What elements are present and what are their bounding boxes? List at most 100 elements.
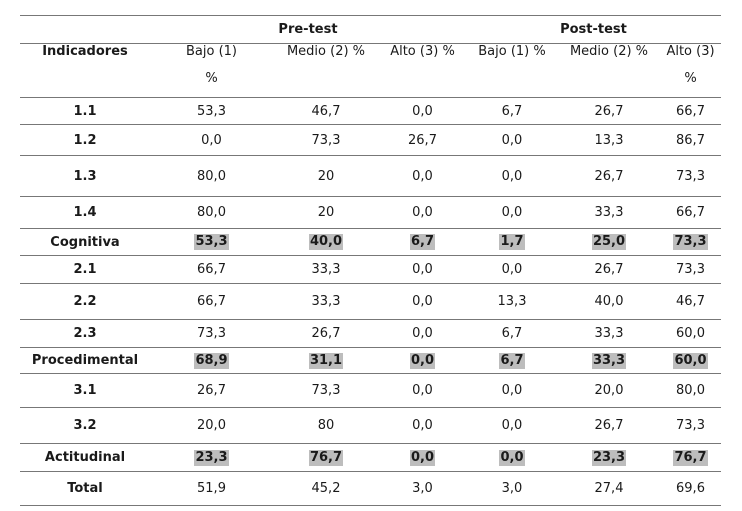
column-header: Bajo (1) % — [478, 44, 546, 59]
value-cell: 76,7 — [660, 444, 721, 471]
value-cell: 68,9 — [150, 348, 273, 373]
value-cell: 40,0 — [273, 229, 379, 255]
value-cell: 0,0 — [379, 98, 466, 124]
value-cell: 66,7 — [660, 197, 721, 228]
value-cell: 76,7 — [273, 444, 379, 471]
value-cell: 53,3 — [150, 229, 273, 255]
value-text: 6,7 — [409, 234, 436, 250]
value-text: 13,3 — [594, 132, 624, 148]
row-label: 1.1 — [73, 103, 97, 119]
value-cell: 33,3 — [558, 197, 660, 228]
value-cell: 33,3 — [558, 348, 660, 373]
value-cell: 23,3 — [150, 444, 273, 471]
value-text: 0,0 — [201, 132, 222, 148]
table-rule — [20, 443, 721, 444]
value-text: 66,7 — [676, 205, 705, 220]
value-cell: 53,3 — [150, 98, 273, 124]
value-text: 60,0 — [673, 352, 708, 369]
value-text: 40,0 — [594, 294, 624, 309]
table-rule — [20, 124, 721, 125]
value-text: 33,3 — [594, 326, 624, 341]
value-cell: 33,3 — [273, 256, 379, 283]
column-header-unit: % — [684, 71, 697, 86]
value-cell: 25,0 — [558, 229, 660, 255]
value-text: 26,7 — [594, 103, 624, 119]
value-cell: 26,7 — [558, 98, 660, 124]
value-text: 31,1 — [308, 352, 344, 369]
value-cell: 66,7 — [150, 256, 273, 283]
value-text: 53,3 — [197, 103, 226, 119]
value-text: 73,3 — [676, 418, 705, 433]
value-text: 0,0 — [409, 352, 436, 369]
value-cell: 0,0 — [466, 256, 558, 283]
value-text: 76,7 — [308, 449, 344, 466]
value-cell: 3,0 — [466, 472, 558, 505]
value-cell: 20 — [273, 197, 379, 228]
value-text: 73,3 — [673, 234, 708, 250]
value-text: 6,7 — [501, 103, 523, 119]
summary-row: Cognitiva 53,3 40,0 6,7 1,7 25,0 73,3 — [20, 229, 721, 255]
value-cell: 26,7 — [150, 374, 273, 407]
value-cell: 20 — [273, 156, 379, 196]
value-text: 0,0 — [501, 262, 523, 277]
value-cell: 26,7 — [273, 320, 379, 347]
value-text: 3,0 — [501, 481, 523, 496]
value-cell: 66,7 — [660, 98, 721, 124]
value-cell: 60,0 — [660, 348, 721, 373]
table-row: 2.3 73,3 26,7 0,0 6,7 33,3 60,0 — [20, 320, 721, 347]
value-cell: 45,2 — [273, 472, 379, 505]
value-text: 0,0 — [412, 294, 433, 309]
table-row: 3.1 26,7 73,3 0,0 0,0 20,0 80,0 — [20, 374, 721, 407]
value-cell: 73,3 — [660, 156, 721, 196]
value-cell: 26,7 — [379, 125, 466, 155]
table-row: 1.2 0,0 73,3 26,7 0,0 13,3 86,7 — [20, 125, 721, 155]
value-text: 0,0 — [412, 103, 433, 119]
value-text: 73,3 — [676, 262, 705, 277]
value-cell: 6,7 — [466, 348, 558, 373]
value-text: 0,0 — [412, 326, 433, 341]
value-text: 69,6 — [676, 481, 705, 496]
value-text: 0,0 — [501, 168, 523, 184]
value-text: 6,7 — [501, 326, 523, 341]
row-label: Actitudinal — [44, 450, 126, 465]
value-text: 66,7 — [197, 294, 226, 309]
value-text: 26,7 — [594, 262, 624, 277]
value-cell: 23,3 — [558, 444, 660, 471]
table-rule — [20, 319, 721, 320]
column-header: Medio (2) % — [286, 44, 366, 59]
value-cell: 0,0 — [379, 256, 466, 283]
value-text: 33,3 — [311, 294, 341, 309]
value-cell: 31,1 — [273, 348, 379, 373]
table-rule — [20, 155, 721, 156]
value-cell: 73,3 — [273, 125, 379, 155]
value-cell: 73,3 — [273, 374, 379, 407]
value-text: 80,0 — [676, 383, 705, 398]
value-text: 33,3 — [591, 352, 627, 369]
value-text: 26,7 — [594, 168, 624, 184]
value-text: 26,7 — [594, 418, 624, 433]
value-text: 20 — [317, 205, 335, 220]
value-cell: 33,3 — [558, 320, 660, 347]
value-text: 46,7 — [311, 103, 341, 119]
value-text: 0,0 — [412, 262, 433, 277]
value-cell: 6,7 — [466, 320, 558, 347]
value-cell: 80,0 — [150, 197, 273, 228]
value-cell: 13,3 — [558, 125, 660, 155]
value-text: 76,7 — [673, 449, 708, 466]
value-cell: 0,0 — [466, 156, 558, 196]
value-cell: 51,9 — [150, 472, 273, 505]
value-text: 20,0 — [594, 383, 624, 398]
value-cell: 26,7 — [558, 256, 660, 283]
posttest-header: Post-test — [560, 22, 627, 37]
value-text: 80,0 — [197, 205, 226, 220]
indicadores-header: Indicadores — [42, 44, 128, 59]
value-cell: 73,3 — [660, 408, 721, 443]
summary-row: Actitudinal 23,3 76,7 0,0 0,0 23,3 76,7 — [20, 444, 721, 471]
value-text: 45,2 — [311, 481, 341, 496]
value-cell: 73,3 — [150, 320, 273, 347]
value-text: 20 — [317, 168, 335, 184]
value-cell: 46,7 — [273, 98, 379, 124]
column-header: Medio (2) % — [569, 44, 649, 59]
value-cell: 6,7 — [466, 98, 558, 124]
value-cell: 20,0 — [150, 408, 273, 443]
